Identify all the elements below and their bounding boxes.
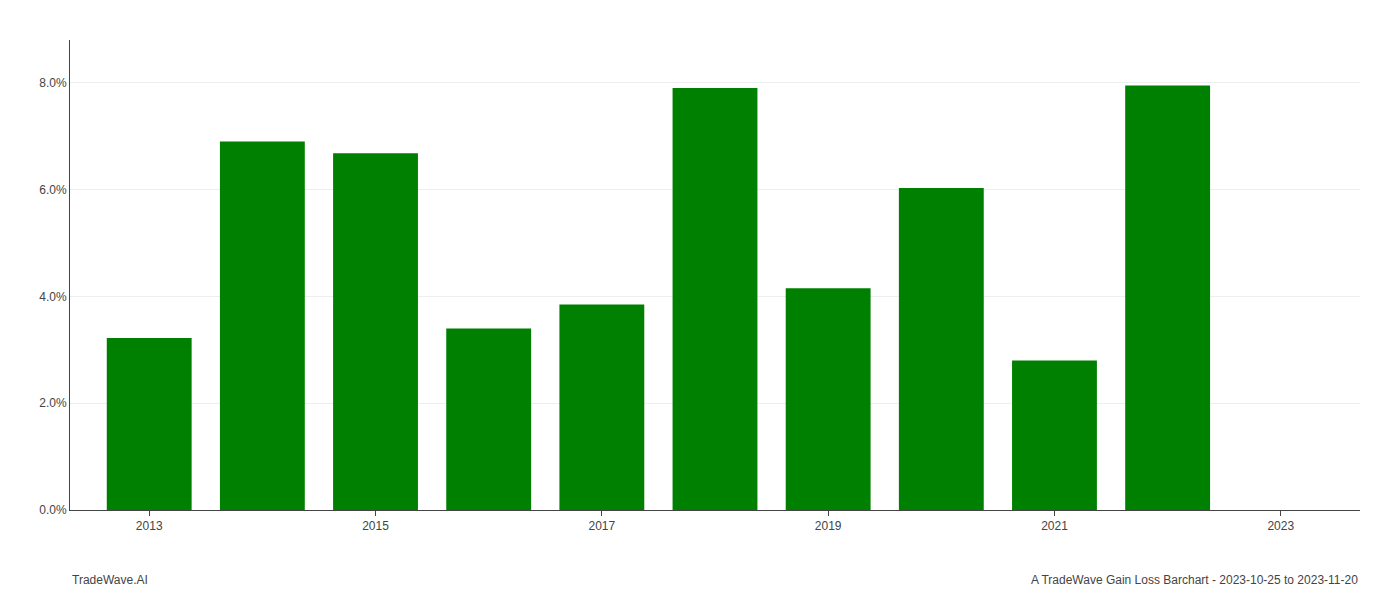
svg-text:4.0%: 4.0% <box>39 290 67 304</box>
svg-text:2017: 2017 <box>588 519 615 533</box>
svg-text:8.0%: 8.0% <box>39 76 67 90</box>
svg-text:2013: 2013 <box>136 519 163 533</box>
svg-text:2019: 2019 <box>815 519 842 533</box>
svg-text:2.0%: 2.0% <box>39 396 67 410</box>
svg-text:TradeWave.AI: TradeWave.AI <box>72 573 148 587</box>
svg-text:A TradeWave Gain Loss Barchart: A TradeWave Gain Loss Barchart - 2023-10… <box>1031 573 1358 587</box>
svg-text:6.0%: 6.0% <box>39 183 67 197</box>
svg-text:2023: 2023 <box>1267 519 1294 533</box>
svg-text:2015: 2015 <box>362 519 389 533</box>
svg-text:2021: 2021 <box>1041 519 1068 533</box>
svg-text:0.0%: 0.0% <box>39 503 67 517</box>
